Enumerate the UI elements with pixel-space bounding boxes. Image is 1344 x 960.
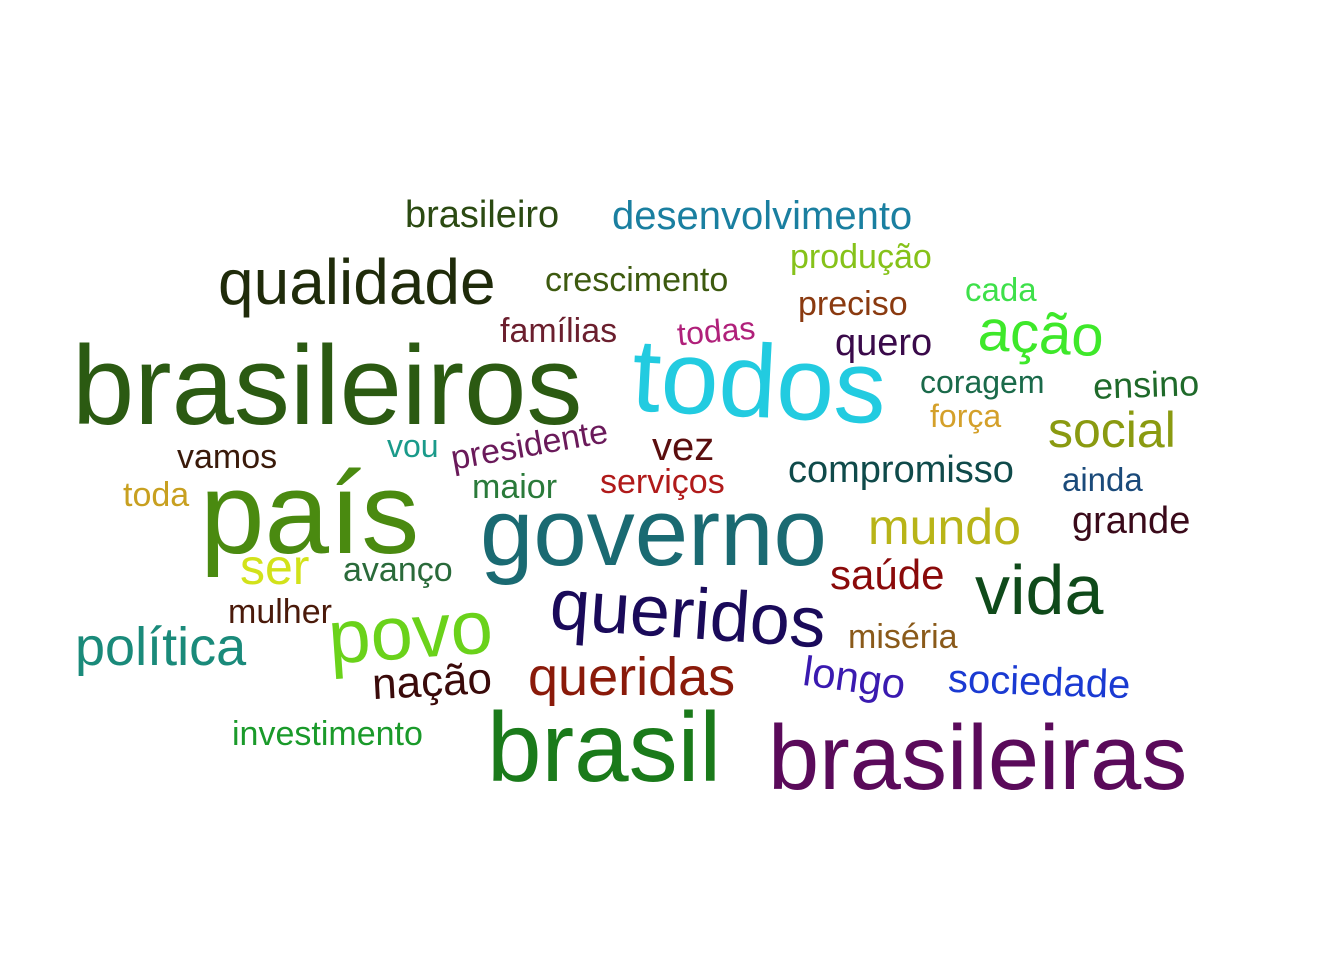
word-grande: grande xyxy=(1072,500,1191,542)
word-familias: famílias xyxy=(500,312,618,350)
word-mundo: mundo xyxy=(868,499,1021,555)
word-politica: política xyxy=(75,617,247,677)
word-maior: maior xyxy=(472,468,558,506)
word-producao: produção xyxy=(790,238,932,276)
word-ensino: ensino xyxy=(1092,362,1200,407)
word-vou: vou xyxy=(387,428,439,464)
word-governo: governo xyxy=(480,479,827,586)
word-sociedade: sociedade xyxy=(947,656,1132,708)
word-vida: vida xyxy=(975,551,1104,629)
word-crescimento: crescimento xyxy=(545,261,729,299)
word-brasileiro: brasileiro xyxy=(405,194,560,236)
word-toda: toda xyxy=(123,476,190,514)
word-miseria: miséria xyxy=(848,618,958,656)
word-vez: vez xyxy=(652,425,715,469)
word-servicos: serviços xyxy=(600,463,725,501)
word-mulher: mulher xyxy=(228,593,332,631)
word-social: social xyxy=(1048,402,1176,458)
word-preciso: preciso xyxy=(798,285,908,323)
word-brasileiros: brasileiros xyxy=(72,323,583,448)
word-cada: cada xyxy=(965,271,1037,308)
word-queridos: queridos xyxy=(547,564,829,664)
word-avanco: avanço xyxy=(343,551,453,589)
word-quero: quero xyxy=(835,322,933,364)
word-saude: saúde xyxy=(830,551,945,598)
word-brasil: brasil xyxy=(487,692,722,802)
word-vamos: vamos xyxy=(177,438,278,476)
word-qualidade: qualidade xyxy=(218,246,496,318)
word-longo: longo xyxy=(800,647,909,708)
word-investimento: investimento xyxy=(232,715,423,753)
word-pais: país xyxy=(200,448,420,578)
word-acao: ação xyxy=(976,297,1106,370)
word-forca: força xyxy=(930,398,1002,434)
word-ainda: ainda xyxy=(1062,461,1143,498)
word-coragem: coragem xyxy=(920,364,1045,400)
word-ser: ser xyxy=(240,539,310,595)
word-brasileiras: brasileiras xyxy=(768,707,1188,809)
word-todos: todos xyxy=(629,317,890,447)
word-compromisso: compromisso xyxy=(788,449,1014,491)
word-nacao: nação xyxy=(370,653,494,710)
word-desenvolvimento: desenvolvimento xyxy=(612,194,913,238)
word-queridas: queridas xyxy=(528,647,736,707)
